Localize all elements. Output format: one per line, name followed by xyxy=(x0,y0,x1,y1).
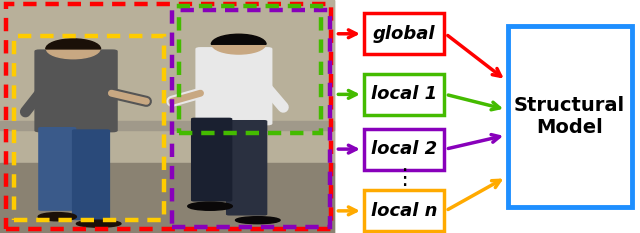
Text: Structural
Model: Structural Model xyxy=(514,96,625,137)
FancyBboxPatch shape xyxy=(38,127,76,211)
Text: ⋮: ⋮ xyxy=(393,168,415,188)
Bar xyxy=(364,191,444,231)
Bar xyxy=(364,129,444,170)
Bar xyxy=(0,163,334,233)
Ellipse shape xyxy=(38,212,76,221)
Text: local 2: local 2 xyxy=(371,140,437,158)
Bar xyxy=(364,74,444,115)
Circle shape xyxy=(212,34,266,54)
Wedge shape xyxy=(46,39,100,49)
Bar xyxy=(172,10,330,227)
Text: local n: local n xyxy=(371,202,437,220)
FancyBboxPatch shape xyxy=(35,49,118,132)
Ellipse shape xyxy=(236,217,280,224)
FancyBboxPatch shape xyxy=(72,129,110,220)
Bar xyxy=(0,0,334,168)
Text: local 1: local 1 xyxy=(371,85,437,103)
Bar xyxy=(0,0,334,233)
FancyBboxPatch shape xyxy=(191,118,232,202)
Bar xyxy=(6,4,331,229)
FancyBboxPatch shape xyxy=(195,47,273,125)
Ellipse shape xyxy=(76,220,121,227)
FancyBboxPatch shape xyxy=(226,120,268,216)
Bar xyxy=(14,36,164,220)
Wedge shape xyxy=(211,34,266,44)
Text: global: global xyxy=(373,25,435,43)
Ellipse shape xyxy=(188,202,232,210)
Bar xyxy=(0,121,334,130)
Bar xyxy=(364,14,444,54)
Bar xyxy=(508,26,632,207)
Circle shape xyxy=(47,39,100,59)
Bar xyxy=(179,6,321,133)
